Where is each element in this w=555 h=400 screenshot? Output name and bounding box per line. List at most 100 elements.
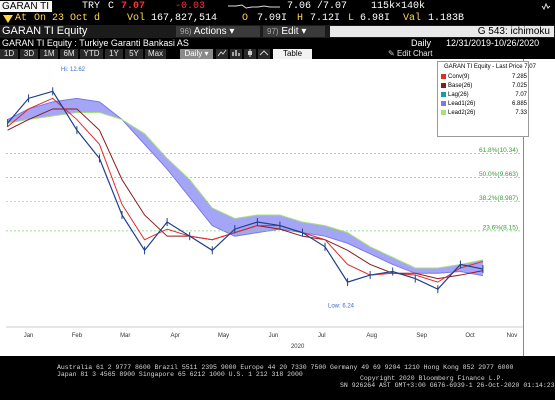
c-label: C [108,1,115,12]
candle-style-button[interactable] [244,49,257,59]
x-tick-label: Sep [416,333,427,339]
high-label: H [297,13,304,24]
edit-chart-label: Edit Chart [396,49,433,58]
bar-style-button[interactable] [230,49,243,59]
detail-row: At On 23 Oct d Vol 167,827,514 O 7.09I H… [0,13,555,25]
title-bar: GARAN TI Equity 96) Actions ▾ 97) Edit ▾… [0,25,555,38]
legend-swatch [441,92,446,97]
legend-swatch [441,110,446,115]
actions-label: Actions ▾ [193,26,235,37]
chart-area[interactable]: 61.8%(10.34) 50.0%(9.663) 38.2%(8.987) 23.6… [0,59,555,356]
legend-name: Base(26) [448,83,473,90]
low-value: 6.98I [360,13,391,24]
legend-value: 6.885 [511,101,527,107]
footer-contacts-1: Australia 61 2 9777 8600 Brazil 5511 239… [57,364,514,371]
bar-chart-icon [232,50,240,56]
date-range: 12/31/2019-10/26/2020 [446,38,540,48]
sparkline-icon [228,4,280,9]
x-tick-label: Oct [465,333,475,339]
signal-icon [541,2,551,11]
x-tick-label: Jun [269,333,279,339]
security-name: GARAN TI Equity [2,25,88,37]
footer: Australia 61 2 9777 8600 Brazil 5511 239… [0,356,555,400]
indicator-lines [7,97,484,283]
frequency-label: Daily [411,38,432,48]
ticker[interactable]: GARAN TI [2,1,50,12]
x-tick-label: Jul [318,333,326,339]
compare-button[interactable] [258,49,271,59]
period-5y[interactable]: 5Y [125,49,144,59]
cloud-fill [7,98,483,276]
legend-swatch [441,83,446,88]
legend-item-lead1: Lead1(26) 6.885 [441,101,527,108]
fib-level-label: 38.2%(8.987) [479,195,518,202]
period-1y[interactable]: 1Y [105,49,124,59]
legend-name: Lead1(26) [448,101,476,108]
low-label: L [348,13,355,24]
currency: TRY [82,1,101,12]
edit-chart-button[interactable]: ✎ Edit Chart [385,49,453,59]
compare-icon [259,50,269,56]
legend-swatch [441,74,446,79]
vol-label: Vol [127,13,146,24]
x-tick-label: Apr [171,333,180,339]
legend-value: 7.07 [515,92,527,98]
footer-contacts-2: Japan 81 3 4565 8900 Singapore 65 6212 1… [57,371,303,378]
bid-ask: 7.06 /7.07 [287,1,348,12]
chart-toolbar: 1D 3D 1M 6M YTD 1Y 5Y Max Daily ▾ Table … [0,49,555,59]
low-annotation: Low: 6.24 [328,303,355,309]
series-line-lead1 [7,97,484,277]
line-style-button[interactable] [216,49,229,59]
x-axis-year: 2020 [291,344,305,350]
legend-item-base: Base(26) 7.025 [441,83,527,90]
fib-level-label: 50.0%(9.663) [479,171,518,178]
fib-level-label: 23.6%(8.15) [483,224,518,231]
candle-icon [248,49,252,57]
security-description: GARAN TI Equity : Turkiye Garanti Bankas… [2,38,189,48]
edit-number: 97) [267,27,279,36]
series-line-base26 [7,108,484,280]
x-tick-label: May [218,333,229,339]
x-tick-label: Nov [507,333,518,339]
x-tick-label: Jan [24,333,34,339]
period-ytd[interactable]: YTD [80,49,104,59]
period-6m[interactable]: 6M [60,49,79,59]
footer-session: SN 926264 AST GMT+3:00 G676-6939-1 26-Oc… [340,382,555,389]
legend-item-lead2: Lead2(26) 7.33 [441,110,527,117]
price-bars [7,87,484,294]
legend[interactable]: GARAN TI Equity - Last Price 7.07 Conv(9… [437,61,536,137]
period-3d[interactable]: 3D [20,49,39,59]
legend-value: 7.33 [515,110,527,116]
open-value: 7.09I [257,13,288,24]
x-tick-label: Aug [366,333,377,339]
quote-row: GARAN TI TRY C 7.07 -0.03 7.06 /7.07 115… [0,0,555,13]
x-tick-label: Mar [120,333,130,339]
ticker-highlight [0,1,52,12]
fib-level-label: 61.8%(10.34) [479,147,518,154]
frequency-dropdown[interactable]: Daily ▾ [180,49,214,59]
bid-ask-size: 115k×140k [371,1,426,12]
legend-title: GARAN TI Equity - Last Price 7.07 [444,64,536,70]
legend-item-conv: Conv(9) 7.285 [441,74,527,81]
series-line-lead2 [7,111,484,269]
description-bar: GARAN TI Equity : Turkiye Garanti Bankas… [0,38,555,49]
actions-menu[interactable]: 96) Actions ▾ [176,26,260,37]
period-1d[interactable]: 1D [0,49,19,59]
x-tick-label: Feb [72,333,83,339]
high-annotation: Hi: 12.62 [61,67,86,73]
trade-date: On 23 Oct d [34,13,101,24]
at-label: At [15,13,28,24]
table-button[interactable]: Table [273,49,313,59]
edit-label: Edit ▾ [281,26,307,37]
pencil-icon: ✎ [388,49,395,58]
edit-menu[interactable]: 97) Edit ▾ [263,26,325,37]
period-max[interactable]: Max [145,49,167,59]
actions-number: 96) [180,27,192,36]
value-traded: 1.183B [428,13,465,24]
page-label: G 543: ichimoku [330,26,554,37]
line-chart-icon [217,49,227,57]
series-line-price [7,90,484,290]
legend-name: Lead2(26) [448,110,476,117]
period-1m[interactable]: 1M [40,49,59,59]
footer-copyright: Copyright 2020 Bloomberg Finance L.P. [360,375,505,382]
